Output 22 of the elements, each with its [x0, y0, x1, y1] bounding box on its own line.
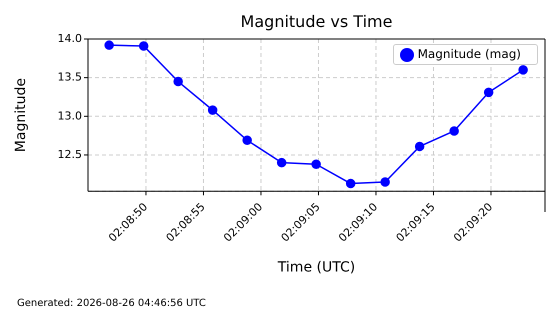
y-tick-label: 13.5	[58, 70, 82, 84]
point	[276, 158, 286, 168]
point	[173, 76, 183, 86]
y-tick-label: 12.5	[58, 148, 82, 161]
point	[104, 40, 114, 50]
legend-label: Magnitude (mag)	[418, 47, 521, 61]
x-axis-title: Time (UTC)	[276, 259, 356, 276]
point	[346, 178, 356, 188]
point	[208, 105, 218, 115]
chart-title: Magnitude vs Time	[240, 12, 394, 31]
point	[138, 41, 148, 51]
point	[484, 88, 494, 98]
point	[380, 177, 390, 187]
y-tick-label: 13.0	[58, 109, 82, 122]
point	[242, 136, 252, 146]
y-tick-label: 14.0	[58, 32, 82, 46]
point	[311, 159, 321, 169]
text: Generated: 2026-08-26 04:46:56 UTC	[17, 298, 206, 309]
y-axis-title: Magnitude	[12, 78, 29, 152]
point	[414, 142, 424, 152]
point	[449, 126, 459, 136]
point	[518, 65, 528, 75]
